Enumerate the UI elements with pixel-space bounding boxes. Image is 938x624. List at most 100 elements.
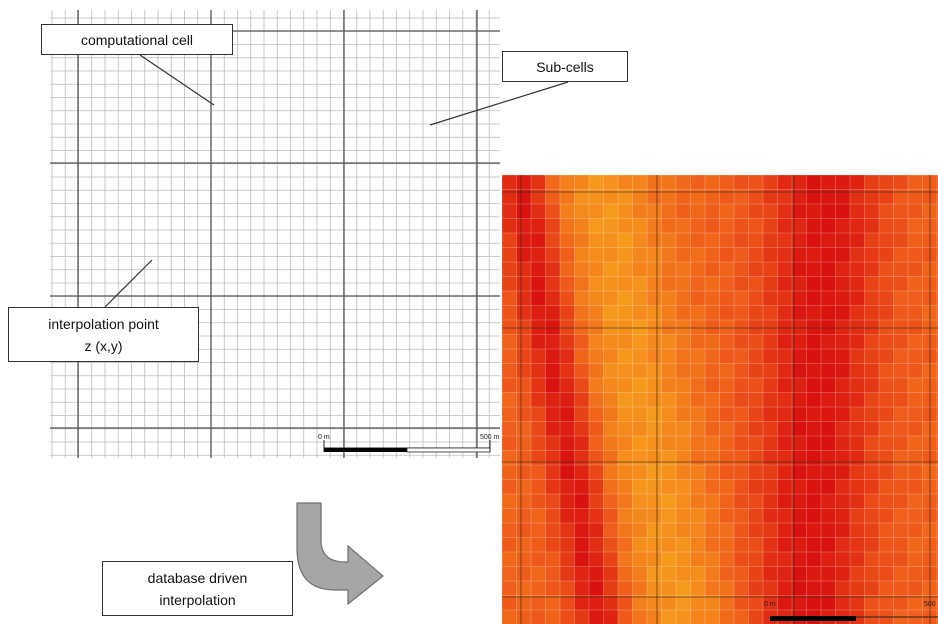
heatmap-cell — [792, 305, 808, 321]
heatmap-cell — [806, 233, 822, 249]
heatmap-cell — [777, 566, 793, 582]
heatmap-cell — [821, 218, 837, 234]
heatmap-cell — [734, 334, 750, 350]
heatmap-cell — [835, 349, 851, 365]
heatmap-cell — [647, 189, 663, 205]
heatmap-cell — [516, 204, 532, 220]
heatmap-cell — [574, 508, 590, 524]
heatmap-cell — [763, 262, 779, 278]
heatmap-cell — [690, 508, 706, 524]
heatmap-cell — [632, 421, 648, 437]
heatmap-cell — [734, 392, 750, 408]
heatmap-cell — [705, 175, 721, 191]
heatmap-cell — [850, 595, 866, 611]
heatmap-cell — [560, 378, 576, 394]
heatmap-cell — [763, 421, 779, 437]
heatmap-cell — [603, 175, 619, 191]
heatmap-cell — [516, 349, 532, 365]
heatmap-cell — [560, 233, 576, 249]
heatmap-cell — [835, 537, 851, 553]
heatmap-cell — [719, 436, 735, 452]
heatmap-cell — [893, 291, 909, 307]
heatmap-cell — [864, 523, 880, 539]
heatmap-cell — [545, 305, 561, 321]
heatmap-cell — [719, 218, 735, 234]
heatmap-cell — [908, 262, 924, 278]
heatmap-cell — [705, 276, 721, 292]
heatmap-cell — [647, 392, 663, 408]
heatmap-cell — [574, 305, 590, 321]
heatmap-cell — [632, 175, 648, 191]
heatmap-cell — [603, 276, 619, 292]
heatmap-cell — [502, 494, 518, 510]
heatmap-cell — [777, 436, 793, 452]
heatmap-cell — [531, 450, 547, 466]
heatmap-cell — [806, 378, 822, 394]
heatmap-cell — [545, 537, 561, 553]
heatmap-cell — [705, 581, 721, 597]
heatmap-cell — [589, 189, 605, 205]
heatmap-cell — [879, 276, 895, 292]
heatmap-cell — [647, 204, 663, 220]
heatmap-cell — [748, 552, 764, 568]
heatmap-cell — [734, 204, 750, 220]
heatmap-cell — [589, 175, 605, 191]
heatmap-cell — [719, 276, 735, 292]
heatmap-cell — [893, 349, 909, 365]
heatmap-cell — [792, 392, 808, 408]
heatmap-cell — [821, 407, 837, 423]
heatmap-cell — [719, 392, 735, 408]
heatmap-cell — [806, 407, 822, 423]
heatmap-cell — [589, 508, 605, 524]
heatmap-cell — [850, 349, 866, 365]
heatmap-cell — [734, 552, 750, 568]
heatmap-cell — [719, 494, 735, 510]
heatmap-cell — [647, 247, 663, 263]
heatmap-cell — [516, 291, 532, 307]
heatmap-cell — [806, 189, 822, 205]
heatmap-cell — [618, 247, 634, 263]
heatmap-cell — [676, 610, 692, 624]
heatmap-cell — [574, 436, 590, 452]
heatmap-cell — [690, 262, 706, 278]
heatmap-cell — [777, 262, 793, 278]
heatmap-cell — [864, 595, 880, 611]
heatmap-cell — [589, 566, 605, 582]
heatmap-cell — [531, 175, 547, 191]
heatmap-cell — [777, 595, 793, 611]
scale-start-label-left: 0 m — [318, 434, 330, 441]
heatmap-cell — [603, 204, 619, 220]
heatmap-cell — [603, 465, 619, 481]
heatmap-cell — [618, 175, 634, 191]
heatmap-cell — [531, 392, 547, 408]
sub-cells-text: Sub-cells — [536, 58, 594, 75]
heatmap-cell — [618, 537, 634, 553]
heatmap-cell — [748, 407, 764, 423]
heatmap-cell — [864, 479, 880, 495]
heatmap-cell — [502, 378, 518, 394]
scale-end-label-left: 500 m — [480, 434, 500, 441]
heatmap-cell — [864, 276, 880, 292]
heatmap-cell — [603, 218, 619, 234]
heatmap-cell — [821, 479, 837, 495]
heatmap-cell — [908, 537, 924, 553]
heatmap-cell — [821, 465, 837, 481]
heatmap-cell — [821, 537, 837, 553]
heatmap-cell — [908, 595, 924, 611]
heatmap-cell — [603, 392, 619, 408]
heatmap-cell — [748, 566, 764, 582]
heatmap-cell — [502, 436, 518, 452]
heatmap-cell — [850, 421, 866, 437]
heatmap-cell — [516, 537, 532, 553]
heatmap-cell — [792, 349, 808, 365]
heatmap-cell — [531, 349, 547, 365]
heatmap-cell — [777, 305, 793, 321]
heatmap-cell — [560, 276, 576, 292]
heatmap-cell — [574, 494, 590, 510]
heatmap-cell — [516, 523, 532, 539]
heatmap-cell — [647, 421, 663, 437]
heatmap-cell — [792, 421, 808, 437]
heatmap-cell — [516, 479, 532, 495]
heatmap-cell — [835, 334, 851, 350]
heatmap-cell — [835, 479, 851, 495]
